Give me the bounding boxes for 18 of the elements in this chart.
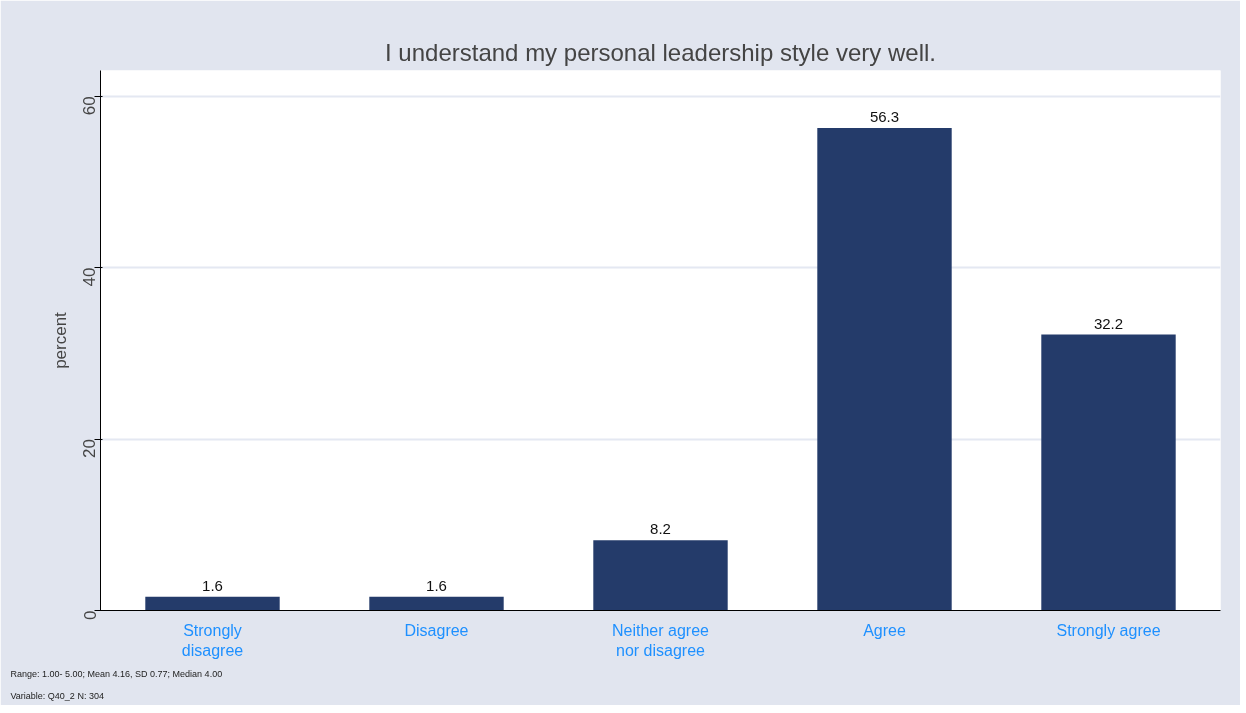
x-tick-label: Strongly agree (1056, 621, 1161, 639)
data-label: 1.6 (202, 576, 223, 594)
y-tick-label: 40 (80, 267, 100, 287)
text: Variable: Q40_2 N: 304 (10, 690, 104, 701)
chart-title: I understand my personal leadership style very well. (385, 38, 936, 66)
data-label: 1.6 (426, 576, 447, 594)
text: Range: 1.00- 5.00; Mean 4.16, SD 0.77; Median 4.00 (10, 668, 223, 679)
y-axis-title: percent (50, 311, 70, 369)
y-tick-label: 0 (80, 610, 100, 620)
x-tick-label: Strongly disagree (181, 621, 244, 659)
x-tick-label: Agree (863, 621, 906, 639)
y-tick-label: 60 (80, 96, 100, 116)
x-tick-label: Disagree (404, 621, 469, 639)
x-tick-label: Neither agree nor disagree (612, 621, 710, 659)
y-tick-label: 20 (80, 439, 100, 458)
data-label: 8.2 (650, 520, 671, 538)
data-label: 56.3 (869, 107, 900, 125)
data-label: 32.2 (1093, 314, 1124, 332)
